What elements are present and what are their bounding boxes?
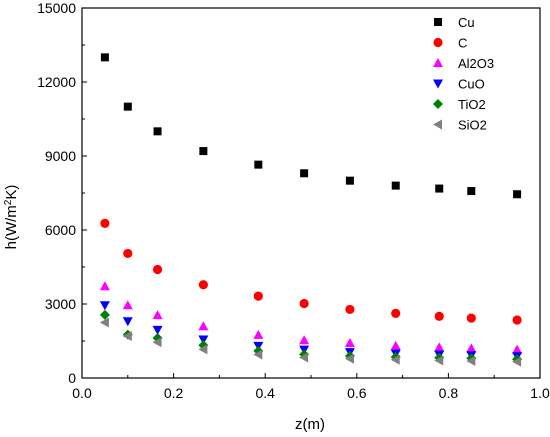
x-tick-label: 0.2 [164, 385, 184, 401]
y-axis-ticks: 0 3000 6000 9000 12000 15000 [37, 0, 87, 386]
data-point-cu [254, 160, 263, 169]
legend-item: SiO2 [433, 118, 487, 133]
x-axis-ticks: 0.0 0.2 0.4 0.6 0.8 1.0 [72, 373, 550, 401]
y-tick-label: 6000 [45, 222, 76, 238]
x-tick-label: 0.0 [72, 385, 92, 401]
data-point-al2o3 [99, 281, 110, 291]
data-point-sio2 [466, 355, 476, 366]
data-point-al2o3 [299, 335, 310, 345]
data-point-sio2 [152, 337, 162, 348]
data-point-al2o3 [434, 342, 445, 352]
legend-item: Al2O3 [433, 56, 494, 71]
x-tick-label: 0.6 [347, 385, 367, 401]
y-tick-label: 0 [68, 370, 76, 386]
data-point-sio2 [434, 355, 444, 366]
legend-marker [433, 119, 442, 130]
data-point-c [100, 218, 110, 228]
legend-marker [433, 58, 443, 67]
data-point-sio2 [198, 344, 208, 355]
legend-label: Cu [458, 15, 475, 30]
data-point-cu [391, 181, 400, 190]
data-point-cu [123, 102, 132, 111]
data-point-c [123, 248, 133, 259]
data-point-cuo [152, 325, 163, 335]
data-point-al2o3 [152, 310, 163, 320]
data-point-al2o3 [390, 340, 401, 350]
legend-label: CuO [458, 77, 485, 92]
data-points [99, 53, 523, 367]
legend-item: CuO [433, 77, 485, 92]
legend-label: Al2O3 [458, 56, 494, 71]
y-tick-label: 3000 [45, 296, 76, 312]
data-point-cuo [198, 335, 209, 345]
series-tio2 [99, 309, 523, 365]
data-point-c [198, 280, 208, 290]
series-cu [100, 53, 522, 199]
series-cuo [99, 301, 523, 362]
data-point-cu [199, 147, 208, 156]
data-point-sio2 [99, 317, 109, 328]
legend-label: SiO2 [458, 118, 487, 133]
legend-marker [434, 18, 442, 26]
data-point-c [253, 291, 263, 301]
y-tick-label: 15000 [37, 0, 76, 16]
data-point-al2o3 [253, 329, 264, 339]
series-sio2 [99, 317, 522, 367]
x-tick-label: 0.8 [439, 385, 459, 401]
data-point-cu [513, 190, 522, 199]
data-point-al2o3 [512, 344, 523, 354]
y-tick-label: 9000 [45, 148, 76, 164]
y-axis-title: h(W/m2K) [3, 185, 20, 250]
data-point-cuo [122, 317, 133, 327]
data-point-sio2 [390, 354, 400, 365]
x-tick-label: 1.0 [530, 385, 550, 401]
legend-marker [433, 37, 443, 48]
legend-item: Cu [434, 15, 475, 30]
data-point-cu [153, 127, 162, 136]
legend-label: TiO2 [458, 97, 486, 112]
data-point-sio2 [299, 352, 309, 363]
data-point-sio2 [253, 349, 263, 360]
data-point-sio2 [344, 353, 354, 364]
data-point-c [299, 298, 309, 309]
data-point-al2o3 [466, 343, 477, 353]
series-al2o3 [99, 281, 523, 354]
data-point-cu [300, 169, 309, 178]
data-point-c [466, 313, 476, 323]
data-point-sio2 [512, 356, 522, 367]
data-point-al2o3 [198, 321, 209, 331]
legend-item: C [433, 36, 467, 51]
legend-item: TiO2 [433, 97, 486, 112]
data-point-tio2 [99, 309, 110, 320]
data-point-cu [345, 176, 354, 185]
data-point-c [345, 304, 355, 315]
legend-marker [433, 99, 443, 109]
data-point-c [391, 308, 401, 318]
data-point-cu [435, 184, 444, 193]
y-tick-label: 12000 [37, 74, 76, 90]
data-point-cu [100, 53, 109, 62]
data-point-c [434, 311, 444, 321]
data-point-cuo [99, 301, 110, 311]
data-point-al2o3 [122, 300, 133, 310]
x-tick-label: 0.4 [255, 385, 275, 401]
legend: Cu C Al2O3 CuO TiO2 SiO2 [433, 15, 494, 133]
data-point-c [512, 315, 522, 325]
data-point-cu [467, 187, 476, 196]
series-c [100, 218, 522, 325]
data-point-sio2 [122, 331, 132, 342]
x-axis-title: z(m) [295, 416, 325, 433]
legend-marker [433, 79, 443, 89]
data-point-c [152, 264, 163, 275]
legend-label: C [458, 36, 467, 51]
data-point-al2o3 [344, 337, 355, 347]
